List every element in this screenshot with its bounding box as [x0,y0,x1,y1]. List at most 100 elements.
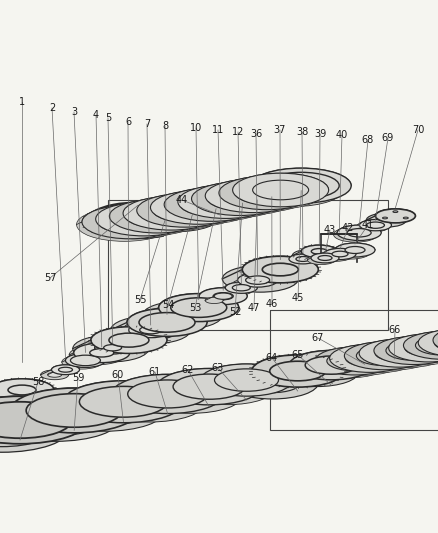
Ellipse shape [163,196,243,224]
Text: 42: 42 [341,223,353,233]
Ellipse shape [365,213,406,227]
Ellipse shape [98,211,162,233]
Ellipse shape [213,179,309,212]
Ellipse shape [137,193,232,227]
Ellipse shape [214,369,278,391]
Text: 59: 59 [72,373,84,383]
Ellipse shape [242,256,318,283]
Ellipse shape [142,301,222,329]
Text: 69: 69 [381,133,393,143]
Ellipse shape [194,186,279,215]
Ellipse shape [103,345,121,351]
Ellipse shape [74,343,130,362]
Ellipse shape [154,305,210,325]
Ellipse shape [233,275,273,289]
Ellipse shape [91,327,166,353]
Ellipse shape [225,282,257,293]
Ellipse shape [244,373,300,393]
Ellipse shape [290,363,342,381]
Ellipse shape [45,389,165,431]
Ellipse shape [343,342,424,370]
Ellipse shape [132,201,220,232]
Ellipse shape [301,253,318,259]
Ellipse shape [191,182,287,215]
Ellipse shape [373,336,438,365]
Ellipse shape [152,199,216,222]
Ellipse shape [162,198,222,219]
Ellipse shape [180,193,244,216]
Text: 36: 36 [249,129,261,139]
Text: 46: 46 [265,299,278,309]
Ellipse shape [0,398,56,418]
Ellipse shape [337,345,417,373]
Ellipse shape [137,205,193,224]
Ellipse shape [190,195,241,213]
Ellipse shape [329,344,409,373]
Ellipse shape [330,245,370,259]
Ellipse shape [192,195,248,214]
Ellipse shape [379,344,434,364]
Ellipse shape [8,385,36,395]
Ellipse shape [237,180,305,204]
Ellipse shape [334,243,374,257]
Ellipse shape [314,347,394,375]
Ellipse shape [269,361,325,381]
Text: 40: 40 [335,130,347,140]
Ellipse shape [340,248,360,256]
Ellipse shape [245,276,269,284]
Ellipse shape [219,176,314,209]
Ellipse shape [135,328,157,336]
Ellipse shape [328,253,343,259]
Ellipse shape [385,341,438,360]
Text: 47: 47 [247,303,260,313]
Ellipse shape [232,173,328,207]
Ellipse shape [311,248,326,254]
Ellipse shape [331,251,347,257]
Ellipse shape [110,389,189,416]
Ellipse shape [82,205,177,239]
Ellipse shape [251,355,343,387]
Ellipse shape [67,357,97,367]
Ellipse shape [381,217,387,219]
Ellipse shape [14,404,38,412]
Ellipse shape [408,338,438,358]
Ellipse shape [201,190,265,213]
Ellipse shape [116,209,171,229]
Ellipse shape [100,346,118,352]
Text: 38: 38 [295,127,307,137]
Ellipse shape [143,204,198,223]
Ellipse shape [349,349,405,368]
Ellipse shape [308,350,388,378]
Ellipse shape [242,272,278,285]
Ellipse shape [207,190,266,211]
Ellipse shape [61,395,149,426]
Ellipse shape [138,206,193,225]
Ellipse shape [127,380,207,408]
Ellipse shape [432,326,438,354]
Ellipse shape [426,329,438,357]
Text: 53: 53 [188,303,201,313]
Ellipse shape [244,172,343,206]
Ellipse shape [89,349,113,357]
Ellipse shape [173,374,244,399]
Ellipse shape [123,212,178,231]
Ellipse shape [139,312,194,332]
Ellipse shape [26,394,122,427]
Ellipse shape [205,297,223,304]
Text: 66: 66 [388,325,400,335]
Ellipse shape [322,348,403,375]
Text: 62: 62 [181,365,194,375]
Ellipse shape [170,298,226,317]
Text: 2: 2 [49,103,55,113]
Text: 7: 7 [144,119,150,129]
Ellipse shape [0,396,88,444]
Ellipse shape [366,222,384,228]
Ellipse shape [227,176,322,209]
Ellipse shape [124,325,168,340]
Text: 45: 45 [291,293,304,303]
Ellipse shape [131,196,227,230]
Ellipse shape [247,183,303,203]
Ellipse shape [79,386,167,417]
Ellipse shape [146,206,206,227]
Text: 1: 1 [19,97,25,107]
